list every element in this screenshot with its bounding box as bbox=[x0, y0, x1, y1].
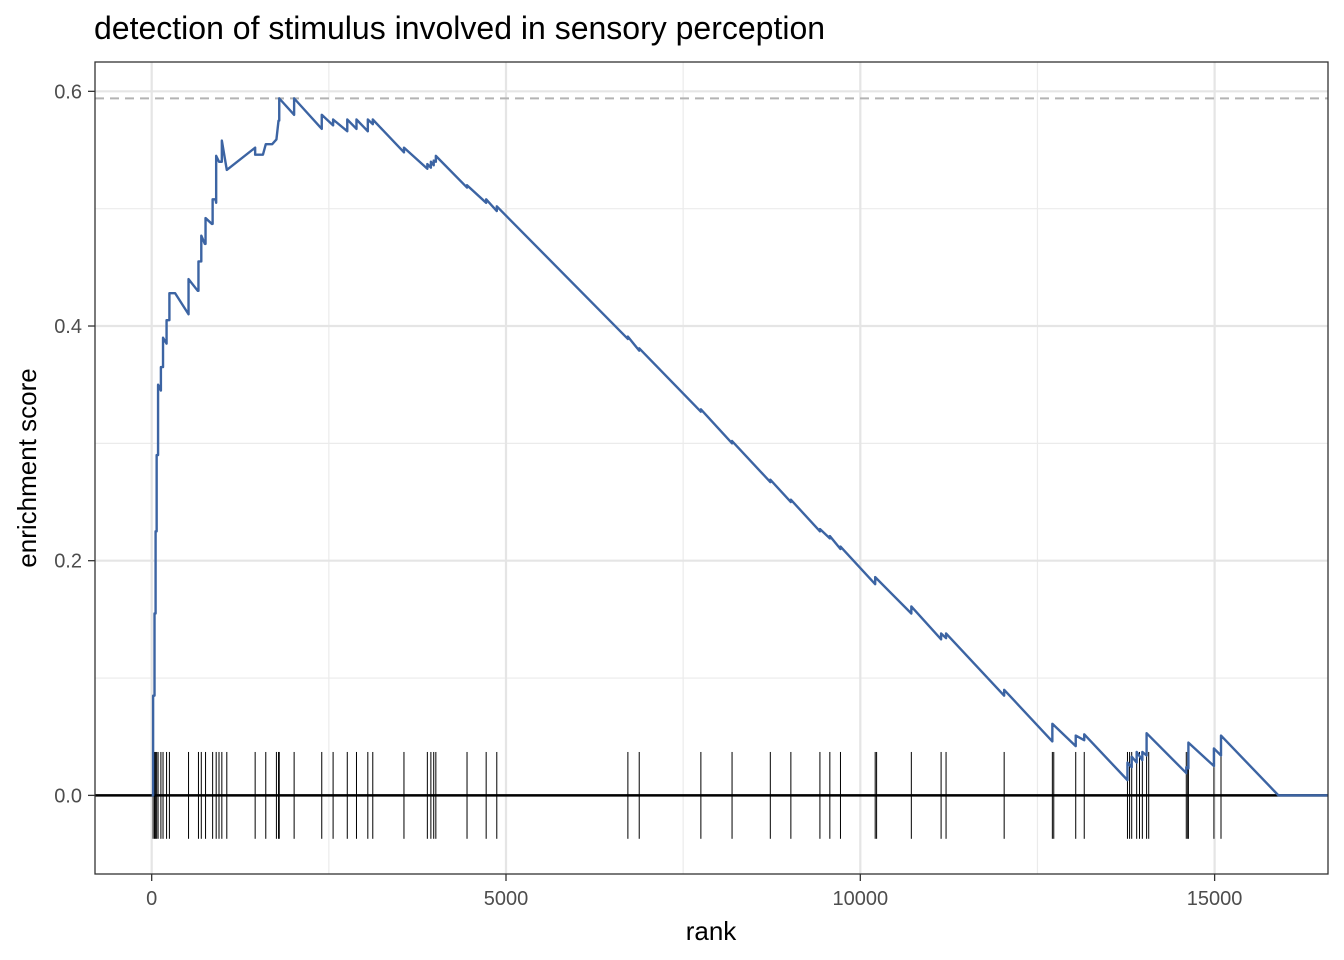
x-axis: 0 5000 10000 15000 bbox=[146, 874, 1242, 910]
y-axis-title: enrichment score bbox=[12, 368, 42, 567]
y-tick-label: 0.0 bbox=[54, 785, 82, 807]
enrichment-score-curve bbox=[151, 97, 1328, 797]
y-tick-label: 0.4 bbox=[54, 316, 82, 338]
y-tick-label: 0.2 bbox=[54, 551, 82, 573]
x-axis-title: rank bbox=[686, 916, 738, 946]
y-tick-label: 0.6 bbox=[54, 81, 82, 103]
minor-gridlines bbox=[95, 62, 1328, 874]
plot-panel-border bbox=[94, 61, 1329, 875]
plot-panel-background bbox=[95, 62, 1328, 874]
y-axis: 0.0 0.2 0.4 0.6 bbox=[54, 81, 95, 807]
chart-title: detection of stimulus involved in sensor… bbox=[94, 10, 825, 46]
x-tick-label: 15000 bbox=[1187, 888, 1243, 910]
x-tick-label: 0 bbox=[146, 888, 157, 910]
x-tick-label: 10000 bbox=[832, 888, 888, 910]
x-tick-label: 5000 bbox=[484, 888, 529, 910]
